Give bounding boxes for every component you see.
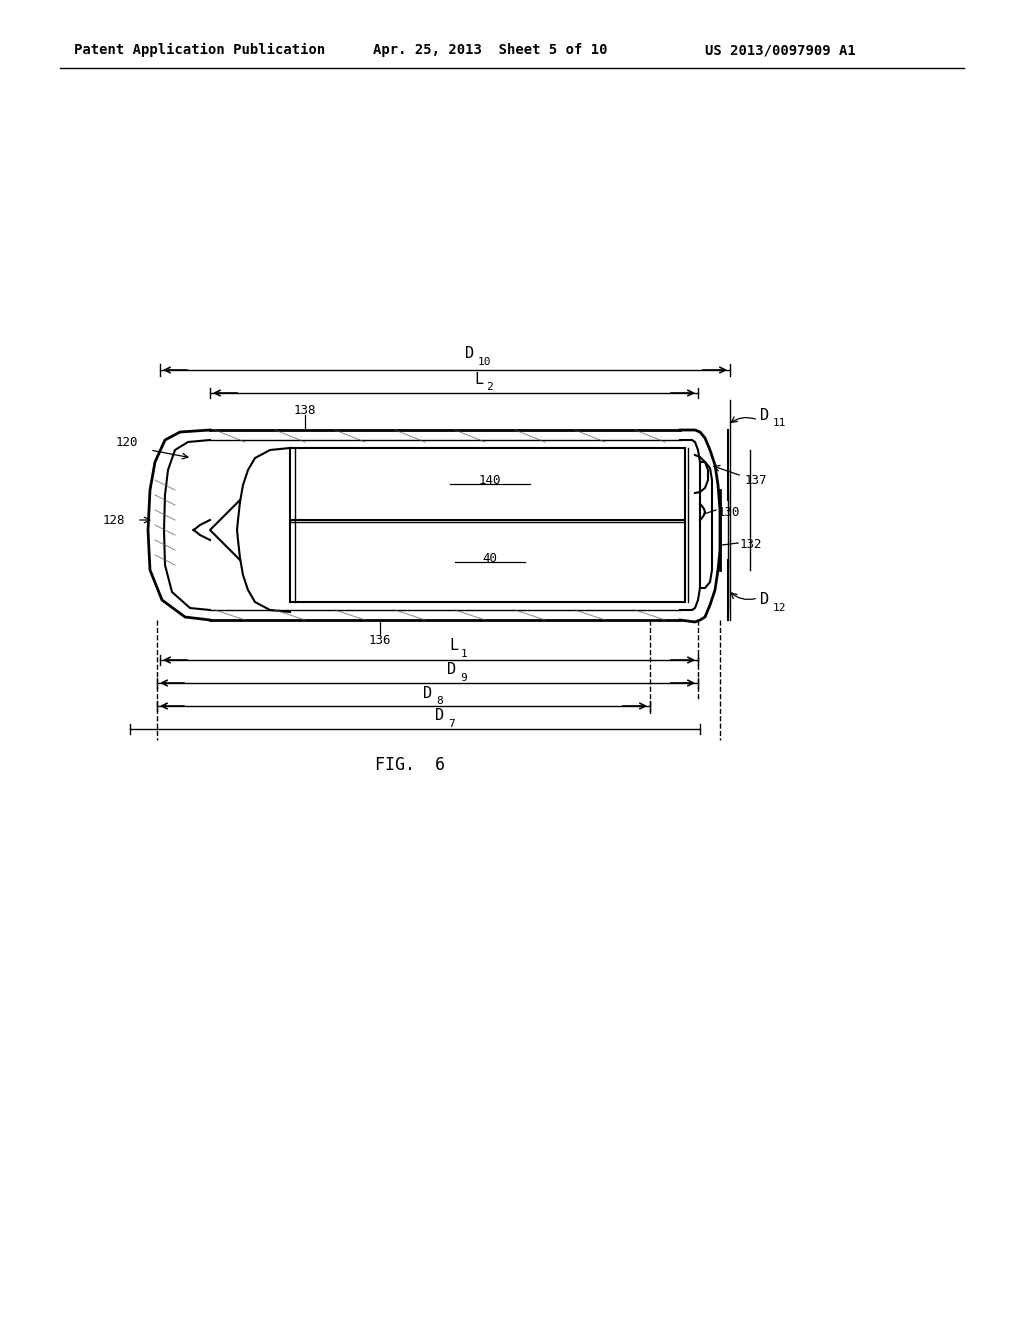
Text: 7: 7: [449, 719, 455, 729]
Text: Apr. 25, 2013  Sheet 5 of 10: Apr. 25, 2013 Sheet 5 of 10: [373, 44, 607, 57]
Text: D: D: [435, 709, 444, 723]
Text: 128: 128: [102, 513, 125, 527]
Text: 140: 140: [479, 474, 502, 487]
Text: 136: 136: [369, 634, 391, 647]
Text: US 2013/0097909 A1: US 2013/0097909 A1: [705, 44, 855, 57]
Text: D: D: [465, 346, 474, 362]
Text: L: L: [474, 371, 483, 387]
Text: D: D: [447, 663, 457, 677]
Text: D: D: [424, 685, 432, 701]
Text: 1: 1: [461, 649, 468, 659]
Text: FIG.  6: FIG. 6: [375, 756, 445, 774]
Text: 40: 40: [482, 552, 498, 565]
Text: 132: 132: [740, 539, 763, 552]
Text: 137: 137: [745, 474, 768, 487]
Text: Patent Application Publication: Patent Application Publication: [75, 44, 326, 57]
Text: 12: 12: [773, 603, 786, 612]
Text: 138: 138: [294, 404, 316, 417]
Text: D: D: [760, 408, 769, 422]
Text: 10: 10: [478, 356, 492, 367]
Text: 2: 2: [486, 381, 493, 392]
Text: 8: 8: [436, 696, 443, 706]
Text: 11: 11: [773, 418, 786, 428]
Text: D: D: [760, 593, 769, 607]
Text: 120: 120: [116, 436, 138, 449]
Text: 130: 130: [718, 506, 740, 519]
Text: 9: 9: [461, 673, 467, 682]
Text: L: L: [449, 639, 458, 653]
